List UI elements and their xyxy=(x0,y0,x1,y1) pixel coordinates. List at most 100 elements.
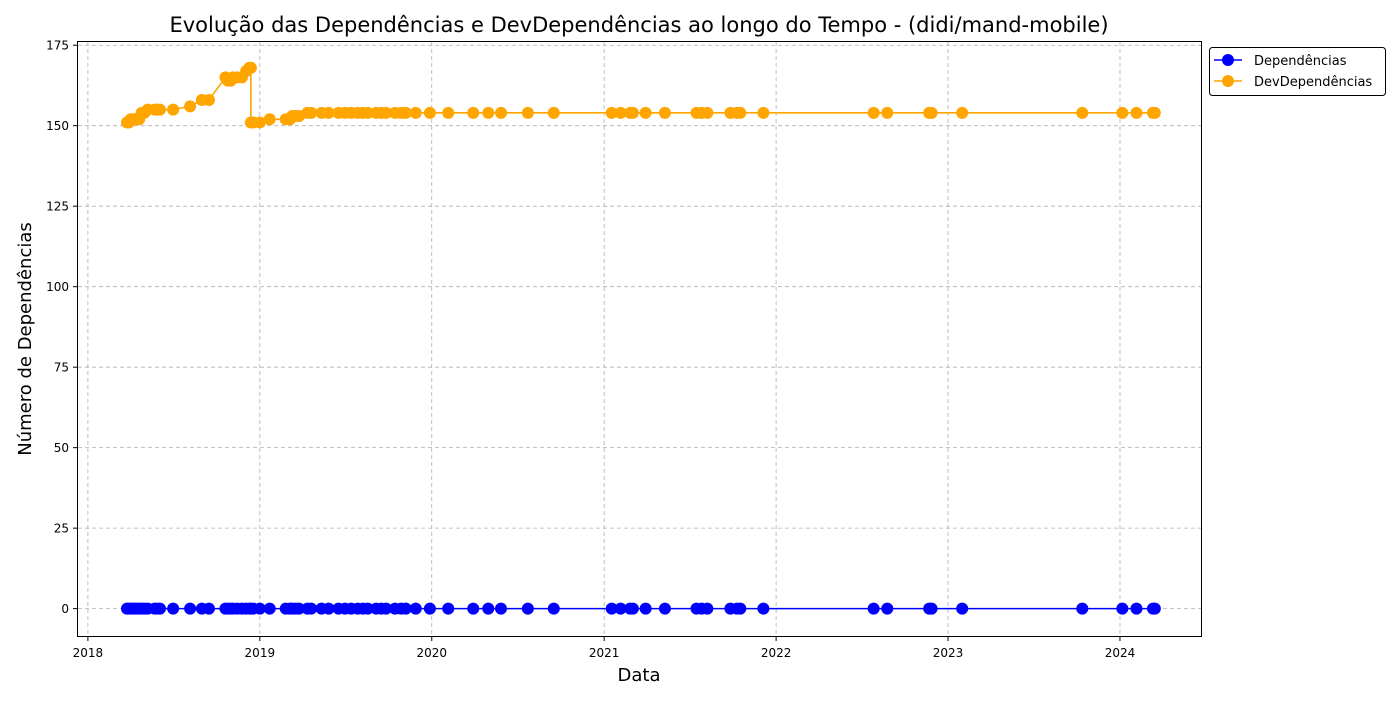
data-point-dependencias xyxy=(881,602,894,615)
data-point-devdependencias xyxy=(409,106,422,119)
data-point-devdependencias xyxy=(734,106,747,119)
data-point-dependencias xyxy=(626,602,639,615)
data-point-dependencias xyxy=(167,602,180,615)
data-point-devdependencias xyxy=(658,106,671,119)
x-tick-label: 2020 xyxy=(416,646,447,660)
data-point-dependencias xyxy=(1116,602,1129,615)
data-point-devdependencias xyxy=(202,93,215,106)
data-point-devdependencias xyxy=(322,106,335,119)
data-point-devdependencias xyxy=(956,106,969,119)
data-point-devdependencias xyxy=(614,106,627,119)
data-point-dependencias xyxy=(292,602,305,615)
data-point-devdependencias xyxy=(423,106,436,119)
data-point-dependencias xyxy=(658,602,671,615)
data-point-dependencias xyxy=(467,602,480,615)
data-point-dependencias xyxy=(423,602,436,615)
data-point-dependencias xyxy=(253,602,266,615)
data-point-dependencias xyxy=(184,602,197,615)
y-tick-label: 100 xyxy=(46,280,69,294)
x-axis: 2018 2019 2020 2021 2022 2023 2024 xyxy=(73,636,1135,660)
data-point-dependencias xyxy=(701,602,714,615)
data-point-devdependencias xyxy=(701,106,714,119)
data-point-devdependencias xyxy=(361,106,374,119)
data-point-dependencias xyxy=(409,602,422,615)
legend-marker-devdependencias xyxy=(1222,75,1234,87)
data-point-dependencias xyxy=(734,602,747,615)
data-point-dependencias xyxy=(867,602,880,615)
data-point-devdependencias xyxy=(867,106,880,119)
data-point-devdependencias xyxy=(925,106,938,119)
data-point-devdependencias xyxy=(184,100,197,113)
series-layer xyxy=(120,61,1161,615)
data-point-devdependencias xyxy=(605,106,618,119)
series-devdependencias xyxy=(120,61,1161,129)
data-point-dependencias xyxy=(399,602,412,615)
legend-label-dependencias: Dependências xyxy=(1254,54,1347,69)
x-tick-label: 2019 xyxy=(245,646,276,660)
data-point-dependencias xyxy=(495,602,508,615)
x-tick-label: 2023 xyxy=(933,646,964,660)
data-point-devdependencias xyxy=(757,106,770,119)
y-tick-label: 25 xyxy=(54,522,69,536)
x-tick-label: 2018 xyxy=(73,646,104,660)
y-tick-label: 75 xyxy=(54,361,69,375)
x-axis-label: Data xyxy=(618,665,661,686)
data-point-dependencias xyxy=(361,602,374,615)
y-tick-label: 0 xyxy=(61,602,69,616)
y-tick-label: 125 xyxy=(46,200,69,214)
series-dependencias xyxy=(120,602,1161,615)
chart-title: Evolução das Dependências e DevDependênc… xyxy=(169,13,1108,37)
data-point-devdependencias xyxy=(521,106,534,119)
data-point-dependencias xyxy=(482,602,495,615)
data-point-dependencias xyxy=(442,602,455,615)
y-tick-label: 50 xyxy=(54,441,69,455)
y-tick-label: 175 xyxy=(46,39,69,53)
data-point-devdependencias xyxy=(1076,106,1089,119)
data-point-devdependencias xyxy=(167,103,180,116)
data-point-dependencias xyxy=(639,602,652,615)
data-point-devdependencias xyxy=(495,106,508,119)
data-point-dependencias xyxy=(757,602,770,615)
data-point-dependencias xyxy=(322,602,335,615)
data-point-dependencias xyxy=(153,602,166,615)
data-point-dependencias xyxy=(380,602,393,615)
data-point-devdependencias xyxy=(482,106,495,119)
data-point-devdependencias xyxy=(467,106,480,119)
data-point-dependencias xyxy=(1130,602,1143,615)
plot-area-frame xyxy=(77,41,1202,637)
data-point-devdependencias xyxy=(1130,106,1143,119)
data-point-devdependencias xyxy=(626,106,639,119)
x-tick-label: 2022 xyxy=(761,646,792,660)
data-point-devdependencias xyxy=(639,106,652,119)
x-tick-label: 2021 xyxy=(589,646,620,660)
data-point-devdependencias xyxy=(253,116,266,129)
data-point-devdependencias xyxy=(442,106,455,119)
data-point-dependencias xyxy=(614,602,627,615)
legend-label-devdependencias: DevDependências xyxy=(1254,75,1372,90)
data-point-dependencias xyxy=(1076,602,1089,615)
data-point-dependencias xyxy=(605,602,618,615)
y-tick-label: 150 xyxy=(46,119,69,133)
legend: Dependências DevDependências xyxy=(1209,47,1386,96)
data-point-devdependencias xyxy=(881,106,894,119)
data-point-devdependencias xyxy=(380,106,393,119)
data-point-dependencias xyxy=(305,602,318,615)
data-point-devdependencias xyxy=(153,103,166,116)
data-point-devdependencias xyxy=(399,106,412,119)
data-point-devdependencias xyxy=(244,61,257,74)
data-point-dependencias xyxy=(202,602,215,615)
data-point-dependencias xyxy=(925,602,938,615)
data-point-devdependencias xyxy=(547,106,560,119)
data-point-dependencias xyxy=(1148,602,1161,615)
y-axis-label: Número de Dependências xyxy=(15,222,36,456)
data-point-dependencias xyxy=(956,602,969,615)
data-point-dependencias xyxy=(263,602,276,615)
data-point-devdependencias xyxy=(1148,106,1161,119)
data-point-dependencias xyxy=(521,602,534,615)
data-point-dependencias xyxy=(547,602,560,615)
data-point-devdependencias xyxy=(263,113,276,126)
data-point-devdependencias xyxy=(305,106,318,119)
y-axis: 0 25 50 75 100 125 150 175 xyxy=(46,39,78,616)
